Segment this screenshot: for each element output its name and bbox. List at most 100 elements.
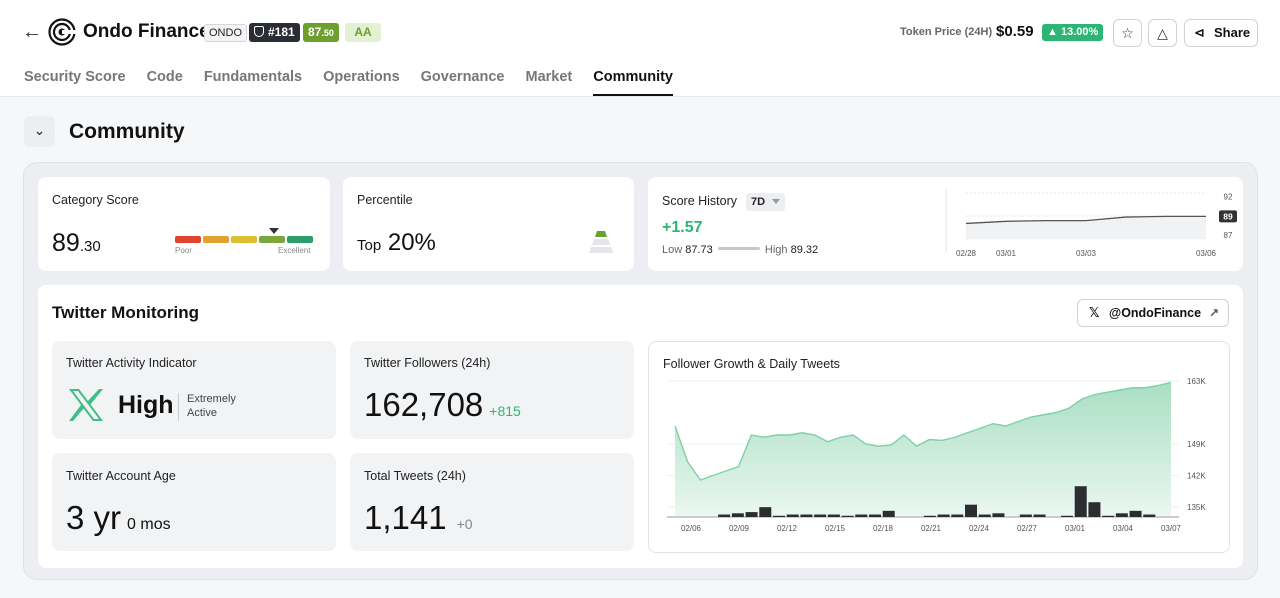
followers-card: Twitter Followers (24h) 162,708 +815: [350, 341, 634, 439]
twitter-monitoring-card: Twitter Monitoring 𝕏 @OndoFinance ↗ Twitte…: [38, 285, 1243, 568]
followers-delta: +815: [489, 403, 521, 419]
collapse-button[interactable]: ⌄: [24, 116, 55, 147]
percentile-number: 20%: [387, 229, 436, 256]
x-tick-label: 03/03: [1076, 249, 1097, 258]
activity-desc-2: Active: [187, 407, 217, 419]
tweet-bar: [1129, 510, 1142, 517]
total-tweets-number: 1,141: [364, 499, 447, 536]
tweet-bar: [882, 510, 895, 517]
x-tick-label: 02/09: [729, 524, 750, 533]
y-tick-label: 135K: [1187, 503, 1206, 512]
y-tick-label: 163K: [1187, 377, 1206, 386]
pyramid-icon: [589, 231, 613, 253]
account-age-value: 3 yr 0 mos: [66, 499, 171, 537]
scale-segment-poor: [175, 236, 201, 243]
tab-operations[interactable]: Operations: [323, 69, 400, 85]
tweet-bar: [731, 513, 744, 517]
tweet-bar: [773, 515, 785, 517]
tweet-bar: [1061, 515, 1073, 517]
tweet-bar: [1074, 486, 1087, 517]
follower-growth-chart: 163K 149K 142K 135K 02/06 02/09 02/12 02/15 02/1…: [667, 377, 1206, 533]
x-logo-icon: 𝕏: [1089, 305, 1100, 320]
account-age-months: 0 mos: [127, 516, 171, 533]
score-history-card: Score History 7D +1.57 Low 87.73 High 89…: [648, 177, 1243, 271]
price-change-value: 13.00%: [1060, 26, 1099, 38]
score-badge: 87.50: [303, 23, 339, 42]
category-score-label: Category Score: [52, 193, 139, 207]
total-tweets-delta: +0: [456, 516, 473, 532]
category-score-value: 89.30: [52, 229, 101, 258]
score-main: 87: [308, 25, 322, 39]
low-value: 87.73: [685, 244, 713, 256]
x-tick-label: 02/27: [1017, 524, 1038, 533]
category-score-decimal: .30: [79, 238, 101, 255]
tweet-bar: [1033, 514, 1046, 517]
percentile-label: Percentile: [357, 193, 413, 207]
account-age-label: Twitter Account Age: [66, 469, 176, 483]
tab-code[interactable]: Code: [146, 69, 183, 85]
x-tick-label: 03/01: [996, 249, 1017, 258]
tweet-bar: [1102, 515, 1115, 517]
x-tick-label: 03/06: [1196, 249, 1217, 258]
section-title: Community: [69, 120, 185, 143]
followers-label: Twitter Followers (24h): [364, 356, 491, 370]
tweet-bar: [992, 513, 1005, 517]
tweet-bar: [951, 514, 964, 517]
grade-badge: AA: [345, 23, 381, 42]
x-tick-label: 02/06: [681, 524, 702, 533]
tweet-bar: [1019, 514, 1032, 517]
high-label: High: [764, 244, 788, 256]
x-tick-label: 03/01: [1065, 524, 1086, 533]
chevron-down-icon: ⌄: [33, 122, 46, 138]
tweet-bar: [869, 514, 881, 517]
low-high-range: Low 87.73 High 89.32: [662, 244, 818, 256]
tab-fundamentals[interactable]: Fundamentals: [203, 69, 303, 85]
followers-number: 162,708: [364, 386, 484, 423]
x-tick-label: 02/28: [956, 249, 977, 258]
tweet-bar: [937, 514, 950, 517]
twitter-handle: @OndoFinance: [1109, 306, 1202, 320]
total-tweets-card: Total Tweets (24h) 1,141 +0: [350, 453, 634, 551]
followers-value: 162,708 +815: [364, 386, 521, 424]
twitter-handle-button[interactable]: 𝕏 @OndoFinance ↗: [1077, 299, 1229, 327]
scale-high-label: Excellent: [278, 246, 311, 255]
score-history-delta: +1.57: [662, 219, 703, 236]
low-label: Low: [662, 244, 683, 256]
scale-segment-fair: [203, 236, 229, 243]
range-dropdown[interactable]: 7D: [746, 193, 786, 211]
x-tick-label: 02/21: [921, 524, 942, 533]
range-value: 7D: [751, 196, 766, 208]
activity-label: Twitter Activity Indicator: [66, 356, 197, 370]
price-change-badge: ▲ 13.00%: [1042, 24, 1104, 41]
y-tick-label: 92: [1224, 193, 1233, 202]
share-label: Share: [1214, 25, 1251, 40]
star-button[interactable]: ☆: [1113, 19, 1142, 47]
token-price-label: Token Price (24H): [900, 26, 993, 38]
alert-button[interactable]: △: [1148, 19, 1177, 47]
percentile-value: Top 20%: [357, 229, 436, 257]
followers-line: [674, 381, 1172, 481]
shield-icon: [254, 26, 264, 37]
tab-community[interactable]: Community: [593, 69, 673, 97]
scale-segment-excellent: [287, 236, 313, 243]
tweet-bar: [827, 514, 840, 517]
ondo-logo-icon: [48, 18, 76, 46]
back-arrow-icon[interactable]: ←: [22, 21, 42, 43]
x-logo-large-icon: [69, 389, 103, 421]
follower-growth-title: Follower Growth & Daily Tweets: [663, 357, 840, 371]
warning-icon: △: [1157, 25, 1168, 41]
category-score-main: 89: [52, 229, 80, 257]
tab-market[interactable]: Market: [525, 69, 573, 85]
activity-value: High: [118, 391, 174, 419]
tweet-bar: [1143, 514, 1156, 517]
activity-divider: [178, 393, 179, 421]
x-tick-label: 03/04: [1113, 524, 1134, 533]
tweet-bar: [855, 514, 868, 517]
account-age-card: Twitter Account Age 3 yr 0 mos: [52, 453, 336, 551]
tab-governance[interactable]: Governance: [420, 69, 505, 85]
score-area: [966, 216, 1206, 239]
percentile-card: Percentile Top 20%: [343, 177, 634, 271]
tab-security-score[interactable]: Security Score: [24, 69, 126, 85]
score-history-label: Score History: [662, 194, 738, 208]
share-button[interactable]: ⊲ Share: [1184, 19, 1258, 47]
